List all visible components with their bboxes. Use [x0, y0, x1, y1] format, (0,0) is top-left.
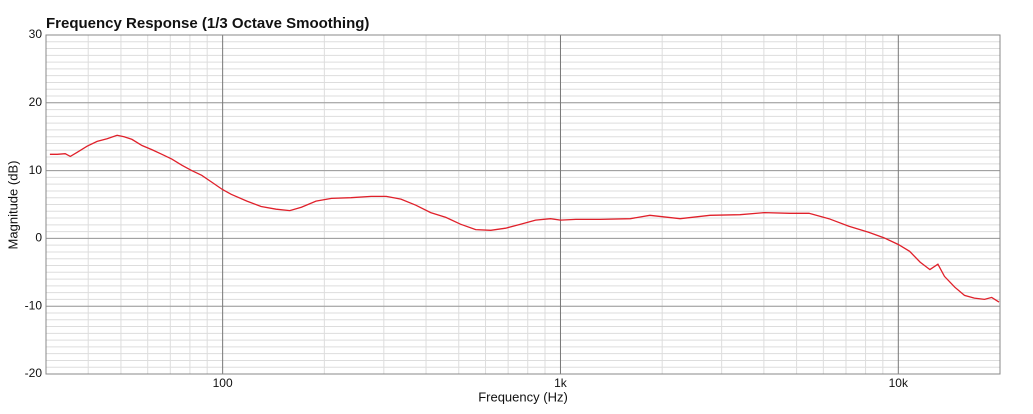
y-tick-label: 0 [35, 231, 42, 245]
x-tick-label: 100 [213, 376, 233, 390]
y-tick-label: 20 [29, 95, 43, 109]
y-tick-label: -20 [25, 366, 43, 380]
y-tick-label: -10 [25, 298, 43, 312]
plot-frame [45, 34, 1001, 375]
y-tick-label: 10 [29, 163, 43, 177]
x-axis-label: Frequency (Hz) [478, 389, 568, 404]
x-tick-label: 1k [554, 376, 568, 390]
y-axis-label: Magnitude (dB) [5, 161, 20, 250]
y-tick-label: 30 [29, 27, 43, 41]
chart-title: Frequency Response (1/3 Octave Smoothing… [46, 15, 369, 32]
x-tick-label: 10k [889, 376, 909, 390]
data-line [49, 134, 1000, 303]
